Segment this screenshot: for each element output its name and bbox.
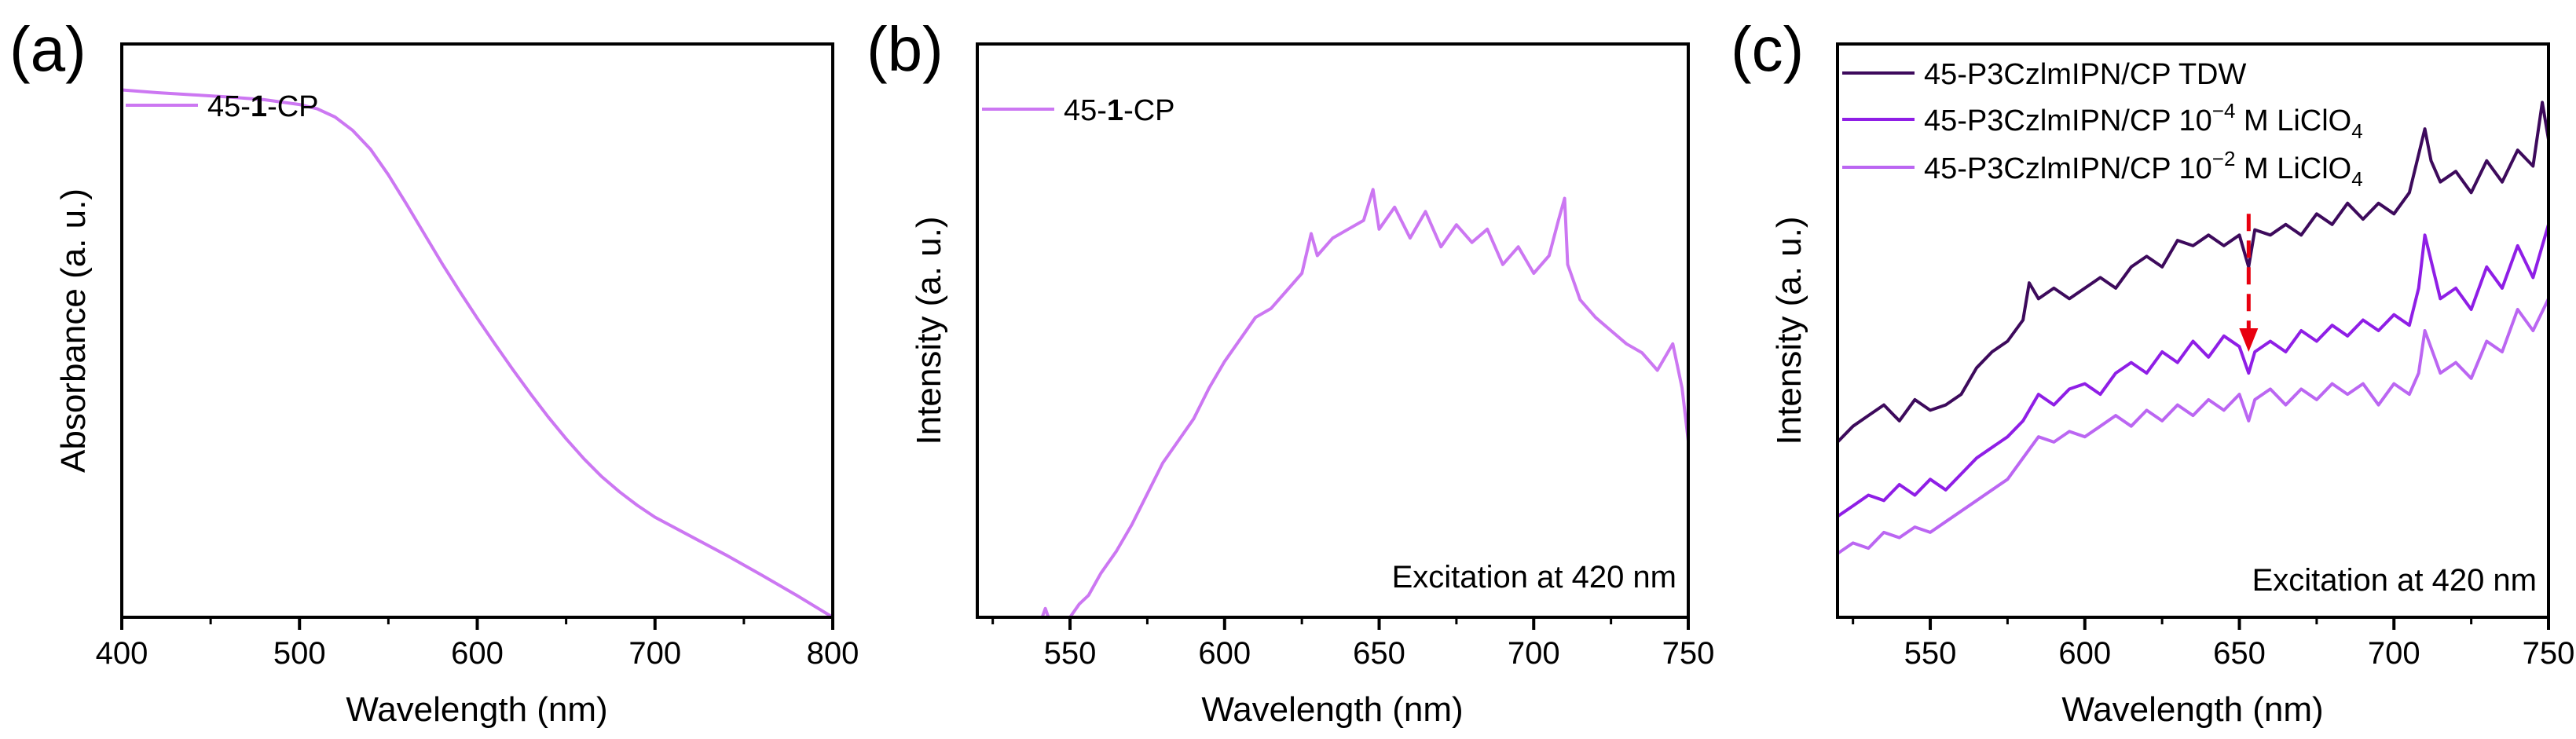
- panel-c-y-label: Intensity (a. u.): [1770, 216, 1808, 444]
- panel-c-annotation: Excitation at 420 nm: [2252, 563, 2537, 598]
- panel-b-x-tick-label: 750: [1662, 636, 1715, 671]
- panel-c-legend-label-1: 45-P3CzlmIPN/CP TDW: [1924, 58, 2246, 91]
- panel-c-x-tick-label: 550: [1904, 636, 1957, 671]
- panel-b-annotation: Excitation at 420 nm: [1392, 560, 1676, 594]
- panel-a-plot: [122, 88, 833, 617]
- panel-a-x-tick-label: 600: [451, 636, 504, 671]
- panel-c-legend-label-3: 45-P3CzlmIPN/CP 10−2 M LiClO4: [1924, 147, 2363, 191]
- panel-c-x-tick-label: 600: [2058, 636, 2111, 671]
- panel-c-legend: 45-P3CzlmIPN/CP TDW 45-P3CzlmIPN/CP 10−4…: [1842, 58, 2363, 191]
- panel-c-x-tick-label: 750: [2523, 636, 2575, 671]
- panel-b-x-tick-label: 600: [1198, 636, 1251, 671]
- panel-b-x-axis: 550 600 650 700 750: [991, 617, 1715, 671]
- panel-c-series-3-line: [1838, 298, 2549, 555]
- panel-a-x-tick-label: 400: [96, 636, 148, 671]
- panel-b-x-tick-label: 550: [1044, 636, 1097, 671]
- panel-b-legend: 45-1-CP: [982, 94, 1175, 127]
- panel-c-arrow-head: [2239, 328, 2259, 353]
- panel-c-frame: [1836, 42, 2550, 619]
- panel-c-x-tick-label: 650: [2213, 636, 2266, 671]
- panel-a-x-label: Wavelength (nm): [346, 690, 607, 729]
- panel-a-x-tick-label: 800: [807, 636, 859, 671]
- panel-c: (c) 550 600 650 700 750 Wavelength (nm) Inte…: [1731, 14, 2574, 729]
- panel-a-x-axis: 400 500 600 700 800: [96, 617, 859, 671]
- panel-c-x-label: Wavelength (nm): [2061, 690, 2323, 729]
- panel-b-frame: [976, 42, 1690, 619]
- panel-b-plot: [1040, 188, 1688, 617]
- panel-a: (a) 400 500 600 700 800 Wavelength (nm) Abso…: [9, 14, 859, 729]
- panel-a-letter: (a): [9, 14, 86, 84]
- panel-c-legend-label-2: 45-P3CzlmIPN/CP 10−4 M LiClO4: [1924, 99, 2363, 143]
- panel-a-x-tick-label: 500: [273, 636, 326, 671]
- panel-c-series-2-line: [1838, 224, 2549, 518]
- panel-a-legend: 45-1-CP: [126, 90, 319, 123]
- panel-c-arrow: [2239, 214, 2259, 353]
- panel-b-letter: (b): [867, 14, 944, 84]
- panel-a-series-1-line: [122, 88, 833, 617]
- panel-a-frame: [120, 42, 834, 619]
- panel-b-y-label: Intensity (a. u.): [910, 216, 948, 444]
- panel-b-legend-label: 45-1-CP: [1064, 94, 1175, 127]
- panel-b-series-1-line: [1040, 188, 1688, 617]
- panel-b: (b) 550 600 650 700 750 Wavelength (nm) Inte…: [867, 14, 1714, 729]
- panel-c-x-tick-label: 700: [2368, 636, 2420, 671]
- panel-c-letter: (c): [1731, 14, 1804, 84]
- panel-b-x-tick-label: 650: [1353, 636, 1405, 671]
- panel-b-x-label: Wavelength (nm): [1201, 690, 1463, 729]
- panel-c-x-axis: 550 600 650 700 750: [1852, 617, 2575, 671]
- panel-b-x-tick-label: 700: [1508, 636, 1560, 671]
- panel-a-x-tick-label: 700: [628, 636, 681, 671]
- panel-c-series-1-line: [1838, 101, 2549, 444]
- panel-a-legend-label: 45-1-CP: [207, 90, 319, 123]
- panel-a-y-label: Absorbance (a. u.): [54, 188, 93, 473]
- panel-c-plot: [1838, 101, 2549, 555]
